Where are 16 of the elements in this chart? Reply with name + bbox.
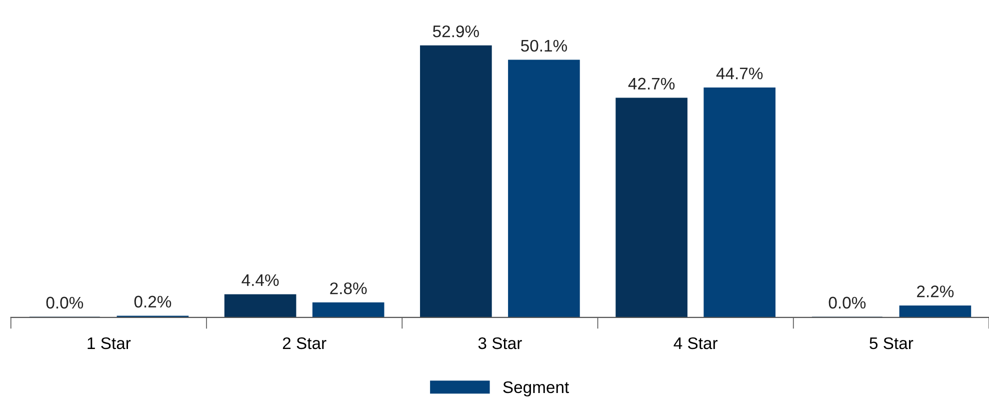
data-label: 0.0% <box>46 296 84 309</box>
x-tick-label: 3 Star <box>478 337 522 350</box>
data-label: 42.7% <box>628 78 675 90</box>
data-label: 2.2% <box>917 286 954 298</box>
x-tick-label: 1 Star <box>88 337 131 350</box>
data-label: 2.8% <box>330 282 367 294</box>
data-label: 50.1% <box>520 40 567 52</box>
data-label: 0.0% <box>828 296 866 309</box>
data-label: 4.4% <box>242 274 279 286</box>
data-label: 52.9% <box>432 25 479 38</box>
x-tick-label: 4 Star <box>674 337 718 350</box>
data-label: 0.2% <box>134 296 172 308</box>
legend-label: Segment <box>503 381 570 396</box>
x-tick-label: 5 Star <box>870 337 914 350</box>
data-label: 44.7% <box>716 68 763 80</box>
x-tick-label: 2 Star <box>282 337 326 350</box>
